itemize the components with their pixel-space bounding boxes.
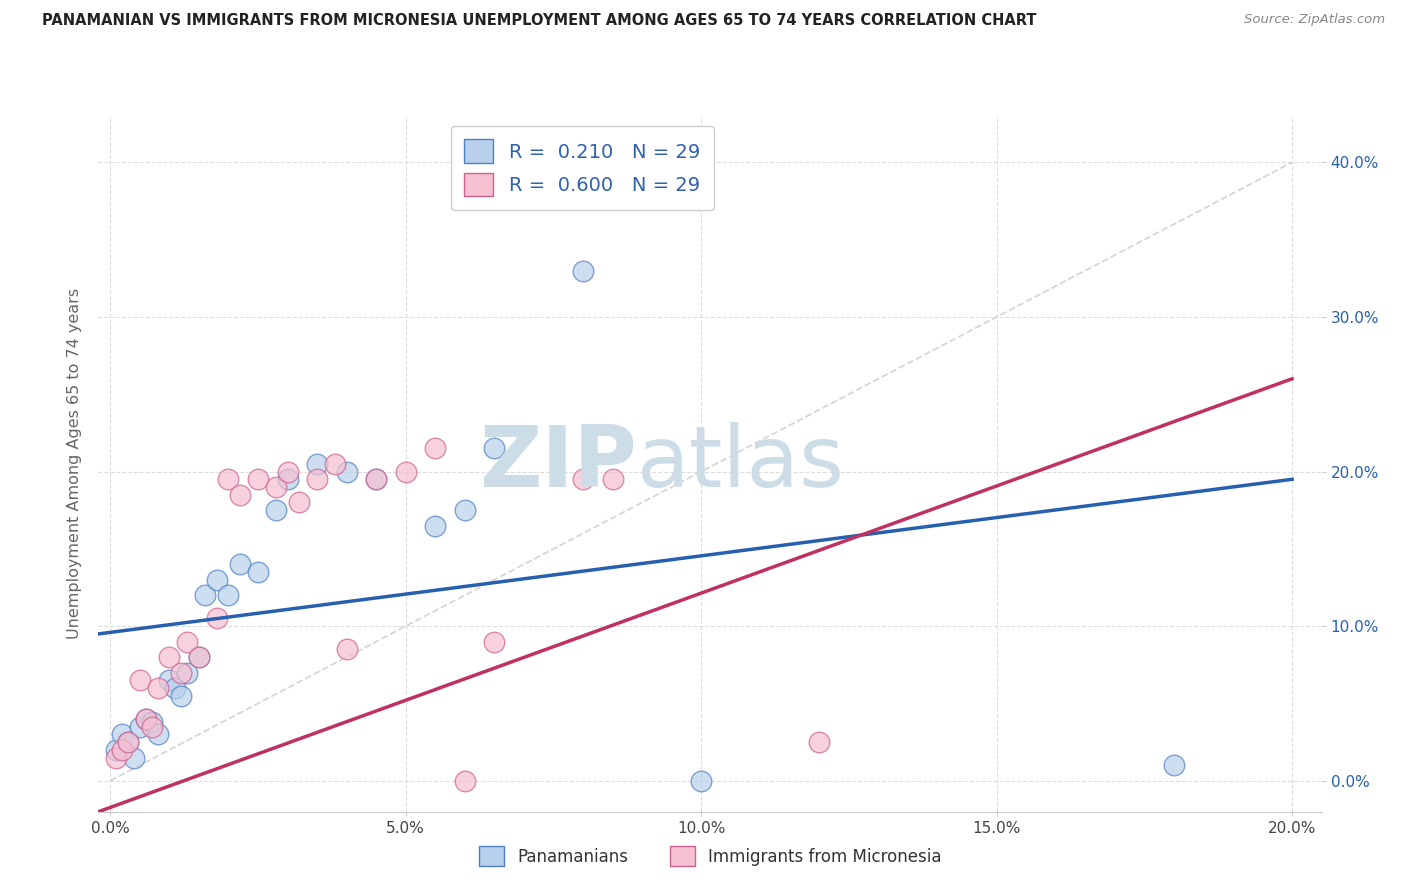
Point [141, 720, 163, 734]
Point [229, 558, 252, 572]
Point [187, 650, 209, 665]
Point [176, 665, 198, 680]
Point [454, 773, 477, 788]
Point [117, 735, 139, 749]
Point [484, 442, 506, 456]
Point [187, 650, 209, 665]
Point [484, 634, 506, 648]
Point [808, 735, 831, 749]
Y-axis label: Unemployment Among Ages 65 to 74 years: Unemployment Among Ages 65 to 74 years [66, 288, 82, 640]
Point [111, 727, 134, 741]
Point [336, 465, 359, 479]
Point [276, 465, 298, 479]
Point [217, 472, 239, 486]
Point [146, 681, 169, 695]
Point [205, 573, 228, 587]
Point [690, 773, 713, 788]
Point [135, 712, 157, 726]
Point [602, 472, 624, 486]
Point [307, 472, 329, 486]
Point [170, 665, 193, 680]
Point [176, 634, 198, 648]
Point [229, 488, 252, 502]
Point [276, 472, 298, 486]
Point [323, 457, 346, 471]
Point [336, 642, 359, 657]
Point [128, 673, 150, 688]
Point [135, 712, 157, 726]
Point [165, 681, 187, 695]
Text: atlas: atlas [637, 422, 845, 506]
Point [194, 588, 217, 602]
Point [205, 611, 228, 625]
Point [157, 650, 180, 665]
Point [122, 750, 145, 764]
Point [141, 714, 163, 729]
Point [572, 472, 595, 486]
Point [366, 472, 388, 486]
Text: Source: ZipAtlas.com: Source: ZipAtlas.com [1244, 13, 1385, 27]
Point [264, 480, 287, 494]
Point [246, 565, 269, 579]
Point [217, 588, 239, 602]
Point [425, 518, 447, 533]
Point [307, 457, 329, 471]
Point [157, 673, 180, 688]
Point [395, 465, 418, 479]
Point [105, 750, 128, 764]
Point [146, 727, 169, 741]
Point [288, 495, 311, 509]
Point [117, 735, 139, 749]
Text: ZIP: ZIP [479, 422, 637, 506]
Legend: Panamanians, Immigrants from Micronesia: Panamanians, Immigrants from Micronesia [472, 839, 948, 873]
Point [105, 743, 128, 757]
Point [170, 689, 193, 703]
Point [1163, 758, 1185, 772]
Point [246, 472, 269, 486]
Point [264, 503, 287, 517]
Point [454, 503, 477, 517]
Text: PANAMANIAN VS IMMIGRANTS FROM MICRONESIA UNEMPLOYMENT AMONG AGES 65 TO 74 YEARS : PANAMANIAN VS IMMIGRANTS FROM MICRONESIA… [42, 13, 1036, 29]
Point [111, 743, 134, 757]
Point [425, 442, 447, 456]
Point [366, 472, 388, 486]
Point [572, 263, 595, 277]
Point [128, 720, 150, 734]
